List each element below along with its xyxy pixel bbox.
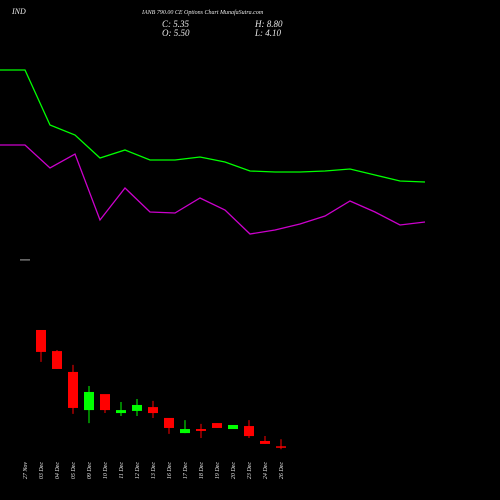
info-open: O: 5.50 [162,28,190,38]
candle-body [52,351,62,369]
candle-body [196,429,206,431]
candle-body [148,407,158,414]
x-tick-label: 03 Dec [39,462,45,479]
x-tick-label: 05 Dec [71,462,77,479]
candle-body [68,371,78,408]
candle-body [228,424,238,430]
x-tick-label: 04 Dec [54,462,61,479]
x-tick-label: 17 Dec [183,462,189,479]
x-tick-label: 09 Dec [87,462,93,479]
x-tick-label: 11 Dec [119,462,125,479]
info-high: H: 8.80 [254,19,283,29]
x-tick-label: 26 Dec [279,462,285,479]
candle-body [132,404,142,411]
line-series [0,69,426,183]
candle-body [36,329,46,352]
info-close: C: 5.35 [162,19,190,29]
x-tick-label: 23 Dec [247,462,253,479]
line-series [0,144,426,235]
candle-body [116,410,126,414]
candle-body [100,394,110,411]
candle-body [212,423,222,428]
x-tick-label: 27 Nov [23,462,29,480]
candle-body [244,426,254,437]
info-low: L: 4.10 [254,28,282,38]
chart-title: IANB 790.00 CE Options Chart MunafaSutra… [141,9,264,16]
x-tick-label: 18 Dec [199,462,205,479]
x-tick-label: 19 Dec [215,462,221,479]
x-tick-label: 16 Dec [167,462,173,479]
candle-body [276,446,286,448]
x-tick-label: 13 Dec [151,462,157,479]
x-tick-label: 20 Dec [231,462,237,479]
candle-body [180,429,190,434]
candle-body [84,391,94,411]
x-tick-label: 10 Dec [103,462,109,479]
x-tick-label: 24 Dec [262,462,269,479]
candle-body [260,440,270,444]
x-tick-label: 12 Dec [135,462,141,479]
chart-title-left: IND [11,7,26,16]
candle-body [164,417,174,428]
